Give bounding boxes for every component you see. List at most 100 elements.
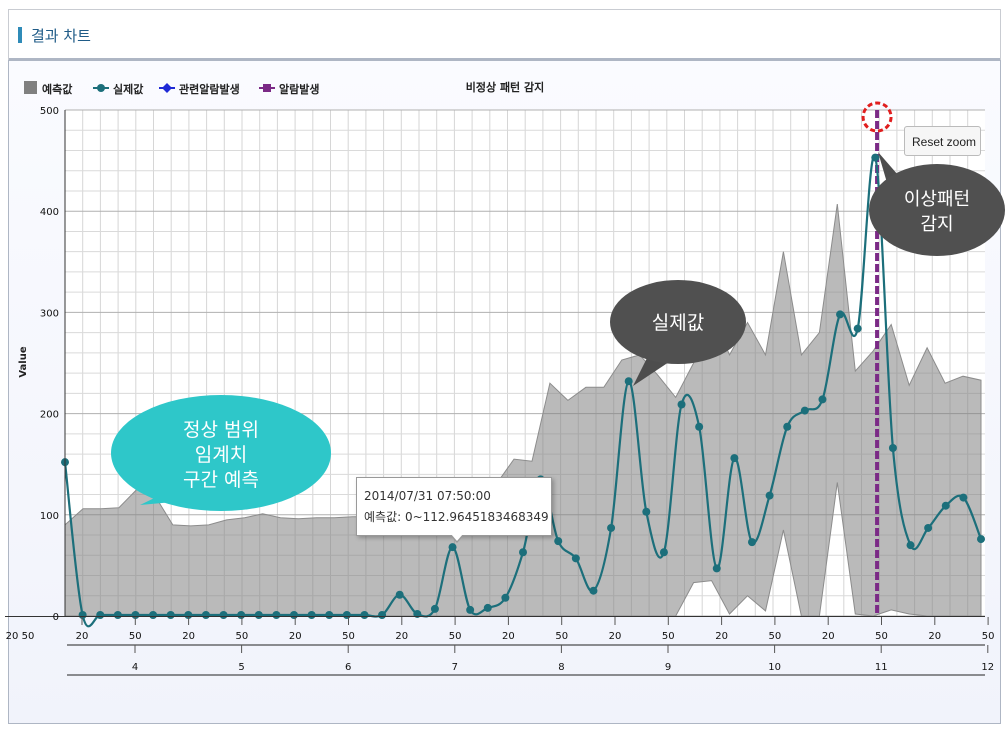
legend-marker bbox=[97, 84, 105, 92]
x-major-tick-label: 6 bbox=[345, 662, 351, 673]
actual-point bbox=[78, 610, 87, 619]
legend-label: 예측값 bbox=[42, 82, 72, 96]
y-tick-label: 400 bbox=[40, 207, 59, 218]
callout-normal-bubble bbox=[111, 395, 331, 511]
actual-point bbox=[378, 610, 387, 619]
actual-point bbox=[800, 406, 809, 415]
legend-item: 예측값 bbox=[24, 81, 72, 96]
y-tick-label: 100 bbox=[40, 511, 59, 522]
actual-point bbox=[219, 610, 228, 619]
actual-point bbox=[466, 605, 475, 614]
x-tick-label: 20 bbox=[289, 631, 302, 642]
x-tick-label: 50 bbox=[129, 631, 142, 642]
reset-zoom-button[interactable]: Reset zoom bbox=[904, 126, 981, 156]
actual-point bbox=[501, 593, 510, 602]
legend-item: 관련알람발생 bbox=[159, 82, 240, 96]
actual-point bbox=[325, 610, 334, 619]
y-tick-label: 200 bbox=[40, 410, 59, 421]
actual-point bbox=[906, 541, 915, 550]
x-tick-label: 50 bbox=[662, 631, 675, 642]
x-major-tick-label: 9 bbox=[665, 662, 671, 673]
actual-point bbox=[748, 538, 756, 547]
legend-label: 실제값 bbox=[113, 82, 143, 96]
actual-point bbox=[712, 564, 721, 573]
actual-point bbox=[977, 535, 985, 544]
x-tick-label: 50 bbox=[982, 631, 995, 642]
actual-point bbox=[853, 324, 862, 333]
callout-anomaly-bubble bbox=[869, 164, 1005, 256]
alarm-highlight-circle bbox=[861, 101, 893, 133]
x-tick-label: 50 bbox=[449, 631, 462, 642]
actual-point bbox=[96, 610, 105, 619]
x-major-tick-label: 12 bbox=[981, 662, 994, 673]
actual-point bbox=[589, 586, 598, 595]
x-tick-label: 20 bbox=[182, 631, 195, 642]
x-major-tick-label: 7 bbox=[452, 662, 458, 673]
legend-label: 알람발생 bbox=[279, 82, 319, 96]
callout-actual-bubble bbox=[610, 280, 746, 364]
actual-point bbox=[483, 603, 492, 612]
actual-point bbox=[818, 395, 827, 404]
x-tick-label: 20 bbox=[395, 631, 408, 642]
callout-normal-text: 정상 범위 bbox=[183, 419, 259, 441]
actual-point bbox=[149, 610, 158, 619]
x-tick-label: 20 bbox=[928, 631, 941, 642]
tooltip-pointer-inner bbox=[451, 534, 463, 541]
actual-point bbox=[959, 493, 968, 502]
actual-point bbox=[571, 554, 580, 563]
x-major-tick-label: 4 bbox=[132, 662, 138, 673]
panel-header: 결과 차트 bbox=[9, 10, 1000, 60]
actual-point bbox=[765, 491, 774, 500]
x-tick-label: 50 bbox=[342, 631, 355, 642]
actual-point bbox=[307, 610, 316, 619]
x-tick-label: 20 bbox=[715, 631, 728, 642]
actual-point bbox=[113, 610, 122, 619]
actual-point bbox=[836, 310, 845, 319]
actual-point bbox=[924, 523, 933, 532]
x-tick-label: 50 bbox=[875, 631, 888, 642]
panel-title: 결과 차트 bbox=[31, 27, 91, 45]
y-tick-label: 300 bbox=[40, 308, 59, 319]
actual-point bbox=[871, 153, 880, 162]
actual-point bbox=[888, 444, 897, 453]
legend-swatch bbox=[24, 81, 37, 94]
x-major-tick-label: 10 bbox=[768, 662, 781, 673]
y-tick-label: 500 bbox=[40, 106, 59, 117]
actual-point bbox=[166, 610, 175, 619]
callout-anomaly-text: 감지 bbox=[920, 214, 953, 235]
data-tooltip: 2014/07/31 07:50:00 예측값: 0~112.964518346… bbox=[356, 477, 552, 536]
actual-point bbox=[201, 610, 210, 619]
callout-actual-text: 실제값 bbox=[652, 312, 704, 334]
legend-marker bbox=[162, 83, 172, 93]
x-tick-label: 20 bbox=[822, 631, 835, 642]
x-tick-label: 50 bbox=[769, 631, 782, 642]
actual-point bbox=[254, 610, 263, 619]
legend-item: 알람발생 bbox=[259, 82, 319, 96]
x-tick-label-first: 20 50 bbox=[6, 631, 35, 642]
legend-marker bbox=[263, 84, 271, 92]
actual-point bbox=[695, 422, 704, 431]
legend-label: 관련알람발생 bbox=[179, 82, 240, 96]
tooltip-value: 예측값: 0~112.9645183468349 bbox=[364, 510, 549, 524]
actual-point bbox=[554, 537, 563, 546]
actual-point bbox=[272, 610, 281, 619]
x-tick-label: 50 bbox=[236, 631, 249, 642]
y-axis-label: Value bbox=[18, 346, 29, 377]
actual-point bbox=[659, 548, 668, 557]
callout-anomaly-text: 이상패턴 bbox=[904, 189, 970, 210]
actual-point bbox=[395, 590, 404, 599]
actual-point bbox=[730, 454, 739, 463]
actual-point bbox=[624, 377, 633, 386]
tooltip-time: 2014/07/31 07:50:00 bbox=[364, 489, 491, 503]
x-major-tick-label: 8 bbox=[558, 662, 564, 673]
actual-point bbox=[783, 422, 792, 431]
actual-point bbox=[360, 610, 369, 619]
actual-point bbox=[941, 501, 950, 510]
x-tick-label: 50 bbox=[555, 631, 568, 642]
x-major-tick-label: 5 bbox=[238, 662, 244, 673]
legend: 예측값 실제값 관련알람발생 알람발생 bbox=[24, 81, 319, 96]
actual-point bbox=[677, 400, 686, 409]
actual-point bbox=[342, 610, 351, 619]
actual-point bbox=[290, 610, 298, 619]
actual-point bbox=[519, 548, 527, 557]
